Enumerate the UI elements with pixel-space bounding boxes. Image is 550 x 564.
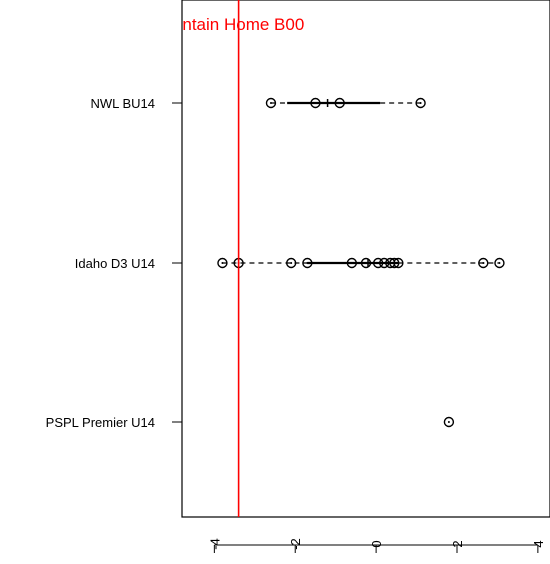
data-point-center: [269, 102, 272, 104]
data-point: [310, 97, 321, 109]
data-point: [217, 257, 228, 269]
data-point-center: [221, 262, 224, 264]
value-tick-label: -4: [207, 538, 222, 550]
data-point: [378, 257, 390, 269]
reference-layer: untain Home B00: [173, 0, 304, 517]
data-point-center: [482, 262, 485, 264]
data-point: [372, 257, 384, 269]
value-axis: -4 -2 0 2 4: [207, 538, 546, 553]
data-point: [415, 97, 426, 109]
data-point-center: [383, 262, 386, 264]
plot-frame: [181, 0, 550, 518]
data-point-center: [314, 102, 317, 104]
data-point: [494, 257, 505, 269]
value-tick-label: -2: [288, 538, 303, 550]
value-tick-label: 0: [369, 540, 384, 547]
data-point: [302, 257, 313, 269]
data-point: [393, 257, 404, 269]
data-point-center: [447, 421, 450, 423]
value-tick-label: 4: [531, 540, 546, 547]
data-point: [285, 257, 297, 269]
data-point-center: [365, 262, 367, 264]
data-point-center: [306, 262, 309, 264]
data-point-center: [377, 262, 380, 264]
data-point-center: [498, 262, 501, 264]
data-point-center: [290, 262, 293, 264]
value-tick-label: 2: [450, 540, 465, 547]
data-point: [478, 257, 489, 269]
data-point: [360, 257, 372, 269]
data-point-center: [350, 262, 353, 264]
data-point-center: [397, 262, 400, 264]
series-layer: [217, 97, 505, 428]
data-point-center: [338, 102, 341, 104]
category-label: Idaho D3 U14: [75, 256, 155, 271]
data-point: [334, 97, 345, 109]
category-axis: NWL BU14 Idaho D3 U14 PSPL Premier U14: [46, 96, 182, 430]
reference-line-label: untain Home B00: [173, 15, 304, 34]
data-point: [265, 97, 277, 109]
category-label: NWL BU14: [90, 96, 155, 111]
data-point: [443, 416, 455, 428]
category-label: PSPL Premier U14: [46, 415, 155, 430]
data-point: [346, 257, 358, 269]
data-point-center: [419, 102, 422, 104]
